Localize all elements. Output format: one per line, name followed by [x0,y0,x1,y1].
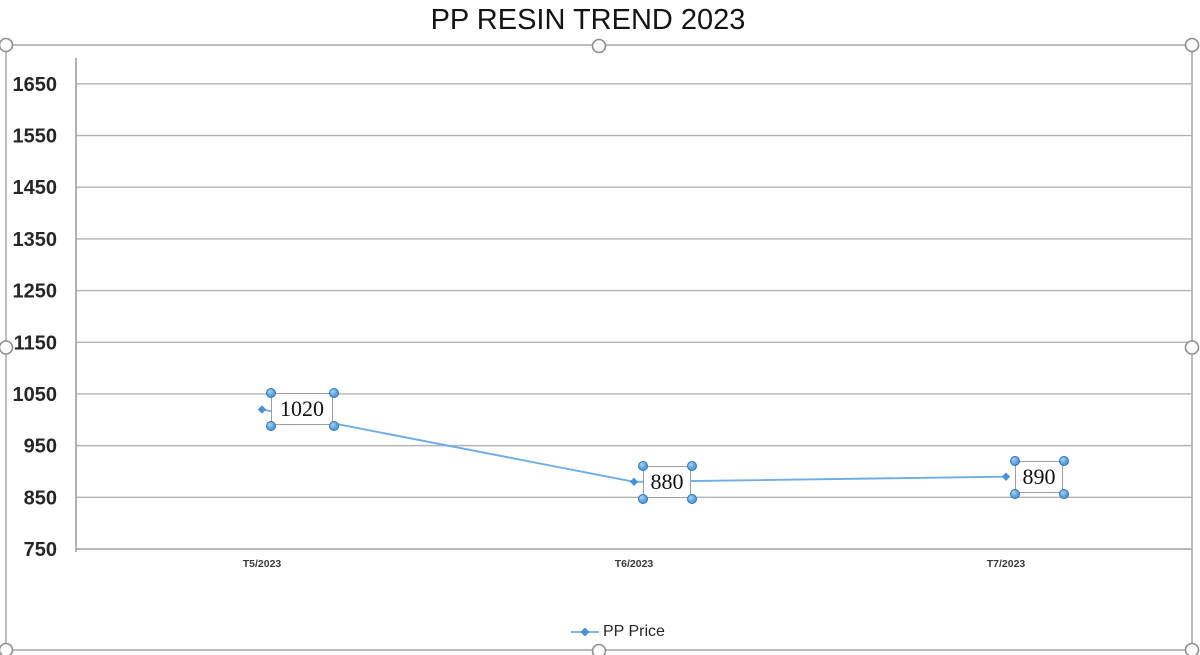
x-tick-label: T7/2023 [987,558,1026,570]
y-tick-label: 1150 [14,332,57,354]
legend-marker-icon [571,627,599,637]
chart-title[interactable]: PP RESIN TREND 2023 [430,4,746,36]
x-tick-label: T6/2023 [615,558,654,570]
data-label[interactable]: 1020 [266,388,339,432]
data-point-marker[interactable] [257,405,267,414]
chart-selection-handle-middle-left[interactable] [0,340,14,355]
x-tick-label: T5/2023 [243,558,282,570]
y-tick-label: 1450 [13,177,58,199]
y-tick-label: 1350 [13,229,58,251]
chart-selection-handle-top-middle[interactable] [591,38,607,54]
data-label-value: 890 [1022,463,1056,489]
y-tick-label: 1050 [13,384,58,406]
label-selection-handle-top-right[interactable] [329,388,339,399]
y-tick-label: 750 [24,539,57,561]
chart-selection-handle-top-right[interactable] [1184,37,1200,53]
y-tick-label: 1250 [13,281,58,303]
y-tick-label: 1550 [13,126,58,148]
label-selection-handle-bottom-right[interactable] [687,493,697,504]
data-label-value: 1020 [280,396,324,422]
label-selection-handle-bottom-right[interactable] [1059,488,1069,499]
label-selection-handle-top-left[interactable] [266,388,276,399]
chart-selection-handle-bottom-right[interactable] [1184,642,1200,655]
y-axis-tick-labels: 750 850 950 1050 1150 1250 1350 1450 1550 1650 [13,74,58,561]
gridlines [76,83,1192,499]
label-selection-handle-top-left[interactable] [1010,455,1020,466]
label-selection-handle-top-left[interactable] [638,460,648,471]
label-selection-handle-top-right[interactable] [687,460,697,471]
label-selection-handle-bottom-left[interactable] [266,421,276,432]
data-label[interactable]: 890 [1010,455,1069,499]
y-tick-label: 1650 [13,74,58,96]
x-axis-tick-labels: T5/2023 T6/2023 T7/2023 [243,558,1026,570]
chart-selection-handle-top-left[interactable] [0,37,14,53]
chart-selection-handle-bottom-middle[interactable] [591,643,607,655]
label-selection-handle-bottom-right[interactable] [329,421,339,432]
data-label[interactable]: 880 [638,460,697,504]
chart-selection-handle-bottom-left[interactable] [0,642,14,655]
y-tick-label: 850 [24,487,57,509]
chart-selection-handle-middle-right[interactable] [1184,340,1200,355]
label-selection-handle-bottom-left[interactable] [1010,488,1020,499]
data-point-marker[interactable] [629,477,639,487]
y-tick-label: 950 [24,436,57,458]
label-selection-handle-top-right[interactable] [1059,455,1069,466]
data-point-marker[interactable] [1001,472,1011,481]
data-label-value: 880 [650,468,684,494]
legend[interactable]: PP Price [570,623,665,641]
label-selection-handle-bottom-left[interactable] [638,493,648,504]
legend-label: PP Price [603,623,665,640]
